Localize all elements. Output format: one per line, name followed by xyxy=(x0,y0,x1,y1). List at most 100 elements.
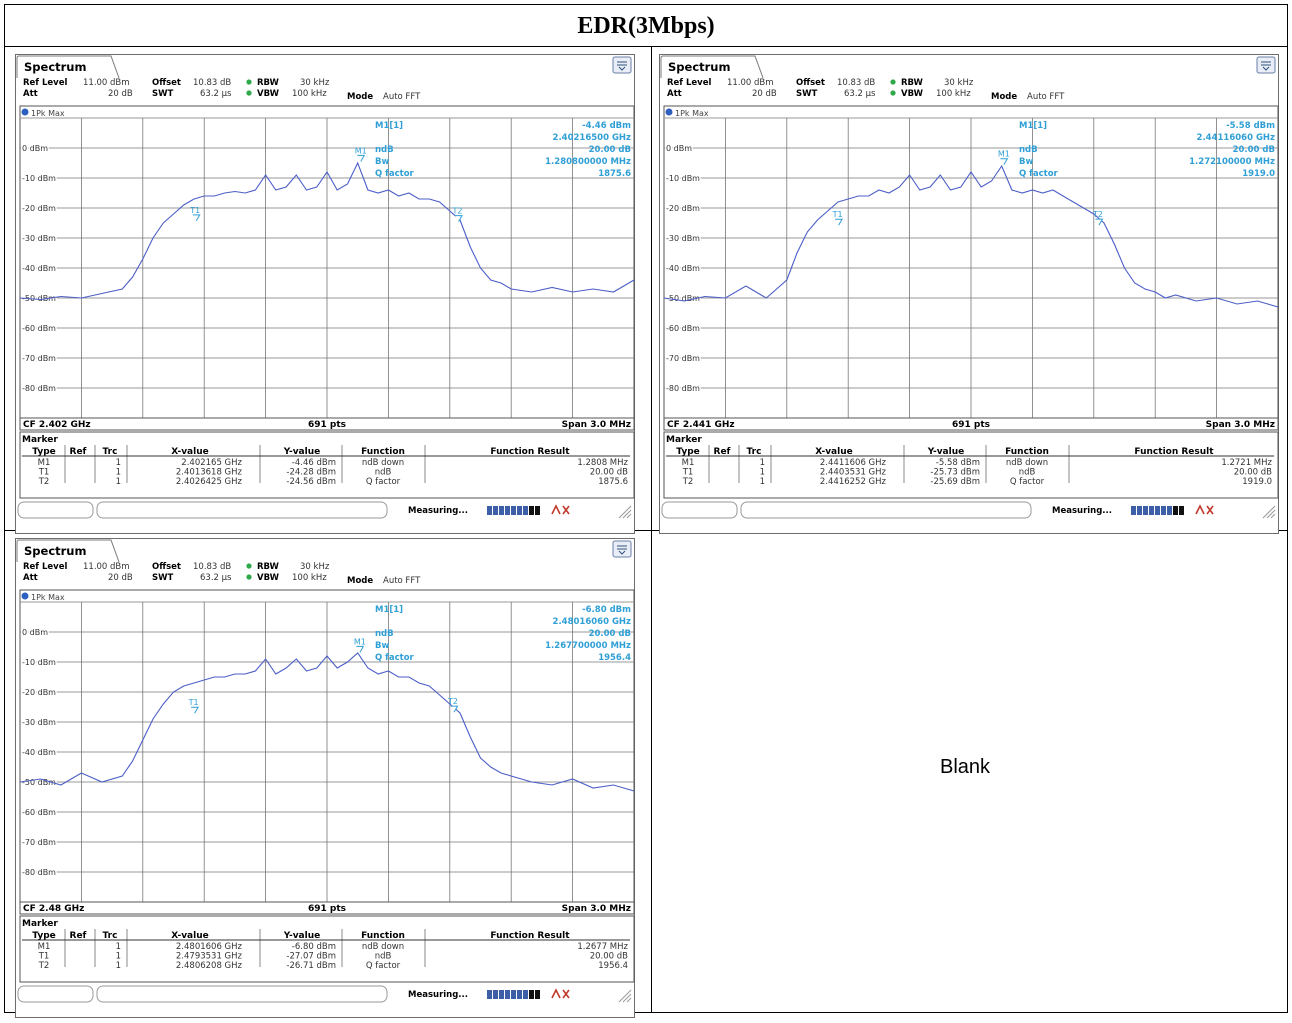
ref-level-value: 11.00 dBm xyxy=(83,562,130,572)
progress-segment xyxy=(487,506,492,515)
sweep-points: 691 pts xyxy=(952,420,990,430)
tab-shape xyxy=(16,55,120,79)
rbw-label: RBW xyxy=(901,78,924,88)
mode-value: Auto FFT xyxy=(383,92,421,102)
cell-type: T2 xyxy=(38,477,50,487)
ref-level-label: Ref Level xyxy=(23,78,67,88)
blank-cell: Blank xyxy=(647,526,1283,1008)
status-field-left[interactable] xyxy=(661,501,738,519)
swt-value: 63.2 µs xyxy=(200,89,232,99)
progress-segment xyxy=(1161,506,1166,515)
q-factor-value: 1875.6 xyxy=(598,169,631,179)
y-tick-label: -40 dBm xyxy=(666,264,700,273)
y-tick-label: -80 dBm xyxy=(666,384,700,393)
vbw-label: VBW xyxy=(257,573,280,583)
y-tick-label: -80 dBm xyxy=(22,868,56,877)
cell-x-value: 2.4806208 GHz xyxy=(176,961,243,971)
cell-y-value: -25.69 dBm xyxy=(930,477,980,487)
marker-m1-level: -6.80 dBm xyxy=(582,605,631,615)
marker-table-header: X-value xyxy=(815,447,852,457)
cell-function-result: 1.2677 MHz xyxy=(577,942,628,952)
marker-table xyxy=(19,915,635,983)
rbw-value: 30 kHz xyxy=(300,562,330,572)
marker-label: T2 xyxy=(451,207,462,216)
resize-grip-icon xyxy=(618,505,632,519)
ref-level-label: Ref Level xyxy=(667,78,711,88)
status-field-left[interactable] xyxy=(17,501,94,519)
bw-label: Bw xyxy=(375,157,389,167)
tab-spectrum: Spectrum xyxy=(668,60,730,74)
sweep-points: 691 pts xyxy=(308,420,346,430)
status-field-message[interactable] xyxy=(96,501,388,519)
span: Span 3.0 MHz xyxy=(562,420,631,430)
span: Span 3.0 MHz xyxy=(1206,420,1275,430)
marker-m1-title: M1[1] xyxy=(1019,121,1047,131)
q-factor-value: 1956.4 xyxy=(598,653,631,663)
progress-segment xyxy=(493,990,498,999)
y-tick-label: 0 dBm xyxy=(22,628,48,637)
marker-triangle-icon xyxy=(1095,218,1104,226)
y-tick-label: -70 dBm xyxy=(22,354,56,363)
status-field-message[interactable] xyxy=(740,501,1032,519)
status-text: Measuring... xyxy=(1052,506,1112,516)
marker-m1-title: M1[1] xyxy=(375,605,403,615)
q-factor-label: Q factor xyxy=(375,169,415,179)
ndb-label: ndB xyxy=(1019,145,1038,155)
cell-function: ndB xyxy=(375,952,392,962)
menu-icon[interactable] xyxy=(612,56,632,74)
progress-segment xyxy=(1149,506,1154,515)
marker-table-row: M1 1 2.4411606 GHz -5.58 dBm ndB down 1.2721 … xyxy=(682,458,1273,468)
vbw-label: VBW xyxy=(257,89,280,99)
tab-shape xyxy=(660,55,764,79)
y-tick-label: -10 dBm xyxy=(666,174,700,183)
marker-table-header: X-value xyxy=(171,447,208,457)
menu-icon[interactable] xyxy=(1256,56,1276,74)
spectrum-chart: Spectrum Ref Level 11.00 dBm Offset 10.83 dB… xyxy=(659,54,1279,534)
cell-function-result: 20.00 dB xyxy=(1234,468,1272,478)
trace-dot-icon xyxy=(21,592,29,600)
marker-m1-title: M1[1] xyxy=(375,121,403,131)
sweep-activity-icon xyxy=(1195,504,1214,515)
status-field-left[interactable] xyxy=(17,985,94,1003)
sweep-activity-icon xyxy=(551,988,570,999)
offset-label: Offset xyxy=(152,562,181,572)
marker-triangle-icon xyxy=(835,218,843,226)
marker-table-title: Marker xyxy=(22,435,58,445)
cell-trc: 1 xyxy=(116,468,121,478)
bw-value: 1.267700000 MHz xyxy=(545,641,631,651)
progress-segment xyxy=(499,990,504,999)
cell-function: ndB xyxy=(375,468,392,478)
y-tick-label: -40 dBm xyxy=(22,264,56,273)
cell-type: T1 xyxy=(38,952,50,962)
progress-segment xyxy=(487,990,492,999)
menu-icon[interactable] xyxy=(612,540,632,558)
cell-x-value: 2.4403531 GHz xyxy=(820,468,887,478)
marker-table-row: T2 1 2.4806208 GHz -26.71 dBm Q factor 1956.4 xyxy=(38,961,628,971)
marker-triangle-icon xyxy=(191,706,199,714)
coupled-dot-icon xyxy=(246,90,252,96)
progress-segment xyxy=(523,990,528,999)
vbw-label: VBW xyxy=(901,89,924,99)
q-factor-label: Q factor xyxy=(375,653,415,663)
marker-table-header: Function xyxy=(361,447,405,457)
spectrum-trace xyxy=(663,164,1279,308)
offset-value: 10.83 dB xyxy=(193,78,231,88)
status-field-message[interactable] xyxy=(96,985,388,1003)
offset-value: 10.83 dB xyxy=(837,78,875,88)
marker-table-header: Function Result xyxy=(1134,447,1214,457)
cell-x-value: 2.4801606 GHz xyxy=(176,942,243,952)
mode-value: Auto FFT xyxy=(1027,92,1065,102)
progress-segment xyxy=(511,990,516,999)
ref-level-label: Ref Level xyxy=(23,562,67,572)
progress-segment xyxy=(529,506,534,515)
ndb-label: ndB xyxy=(375,629,394,639)
marker-triangle-icon xyxy=(454,215,463,222)
cell-function-result: 20.00 dB xyxy=(590,468,628,478)
marker-label: T2 xyxy=(447,697,458,706)
marker-table-title: Marker xyxy=(22,919,58,929)
marker-triangle-icon xyxy=(357,154,366,162)
marker-m1-level: -4.46 dBm xyxy=(582,121,631,131)
att-value: 20 dB xyxy=(752,89,777,99)
vbw-value: 100 kHz xyxy=(292,89,327,99)
y-tick-label: -60 dBm xyxy=(22,808,56,817)
